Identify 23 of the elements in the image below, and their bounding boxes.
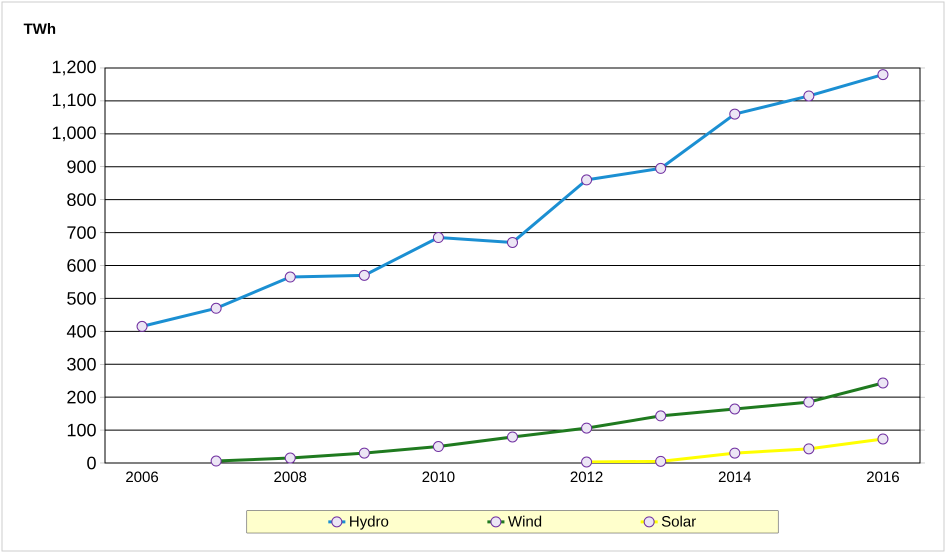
y-tick-label: 1,200 [52, 60, 96, 76]
x-tick-label: 2012 [570, 472, 603, 482]
legend-label: Hydro [350, 516, 388, 530]
y-tick-label: 500 [67, 292, 96, 305]
y-tick-label: 0 [87, 456, 96, 470]
x-tick-label: 2016 [867, 472, 899, 482]
y-tick-label: 100 [68, 424, 96, 436]
x-tick-label: 2008 [274, 472, 306, 482]
y-axis-title: TWh [24, 23, 56, 34]
x-tick-label: 2014 [718, 472, 752, 482]
legend-label: Wind [508, 516, 542, 527]
y-tick-label: 700 [67, 226, 96, 239]
y-tick-label: 200 [67, 390, 96, 404]
y-tick-label: 900 [67, 160, 96, 174]
y-tick-label: 800 [67, 193, 96, 206]
legend-label: Solar [662, 516, 696, 527]
y-tick-label: 1,100 [52, 93, 96, 108]
y-tick-label: 600 [67, 259, 96, 272]
y-tick-label: 400 [66, 324, 96, 338]
y-tick-label: 1,000 [52, 126, 96, 142]
x-tick-label: 2006 [126, 472, 158, 482]
x-tick-label: 2010 [422, 472, 454, 482]
y-tick-label: 300 [67, 358, 96, 371]
